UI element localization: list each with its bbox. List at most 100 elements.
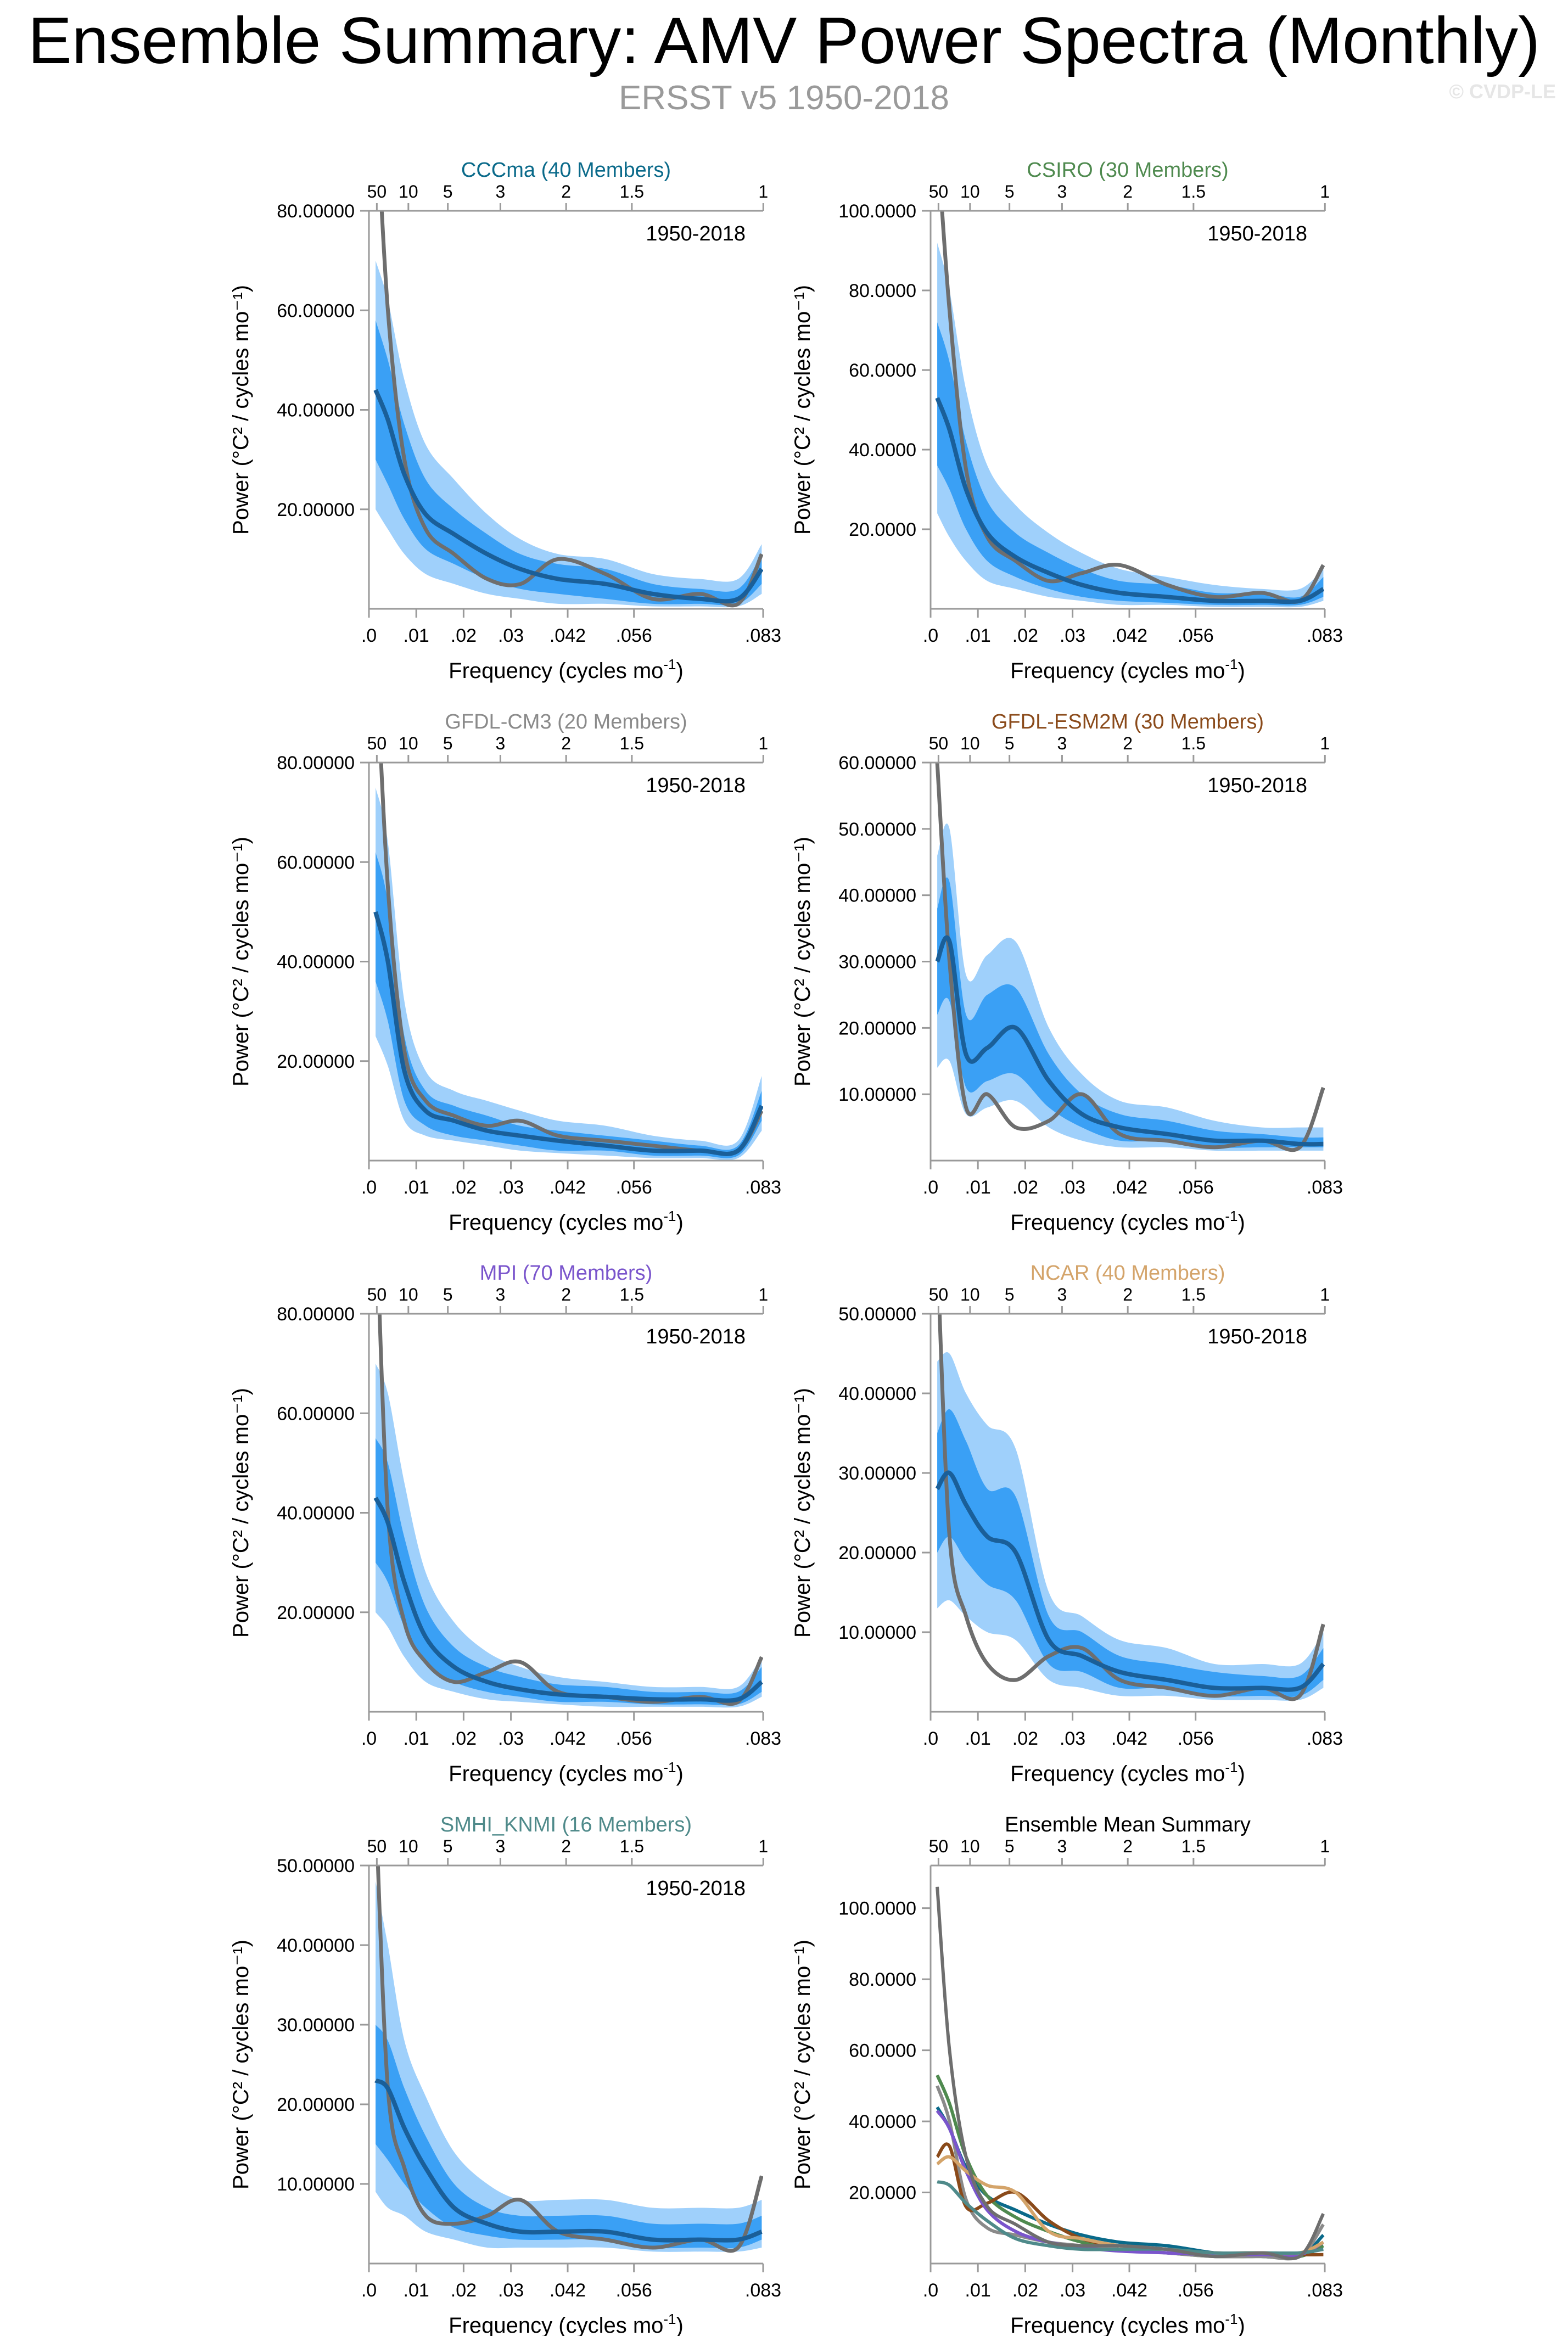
y-tick-label: 100.0000	[838, 201, 916, 222]
y-tick-label: 20.00000	[277, 2094, 355, 2115]
x-tick-label: .083	[745, 625, 781, 646]
x-tick-label: .03	[498, 1728, 524, 1749]
series-line-mpi	[936, 2109, 1324, 2257]
title-block: Ensemble Summary: AMV Power Spectra (Mon…	[0, 0, 1568, 126]
x-tick-label: .042	[550, 625, 586, 646]
inner-spread-band	[376, 852, 762, 1158]
y-tick-label: 40.00000	[838, 886, 916, 906]
top-tick-label: 50	[367, 1285, 387, 1304]
x-tick-label: .02	[1012, 625, 1038, 646]
x-tick-label: .03	[1060, 2280, 1085, 2301]
y-tick-label: 10.00000	[838, 1622, 916, 1643]
copyright-mark: © CVDP-LE	[1449, 80, 1556, 103]
x-tick-label: .083	[1307, 1728, 1343, 1749]
x-tick-label: .01	[965, 1177, 991, 1198]
top-tick-label: 5	[443, 1285, 453, 1304]
page-subtitle: ERSST v5 1950-2018	[618, 79, 950, 117]
y-tick-label: 20.00000	[277, 500, 355, 520]
series-line-gfdl-esm2m	[936, 2142, 1324, 2257]
x-tick-label: .02	[1012, 2280, 1038, 2301]
top-tick-label: 1.5	[1181, 1285, 1206, 1304]
top-tick-label: 5	[1005, 733, 1015, 753]
top-tick-label: 1	[1320, 1836, 1330, 1856]
plot-area	[374, 1866, 763, 2253]
x-tick-label: .0	[923, 2280, 938, 2301]
top-tick-label: 50	[367, 733, 387, 753]
x-axis-label: Frequency (cycles mo-1)	[1010, 1759, 1245, 1786]
y-axis-label: Power (°C² / cycles mo⁻¹)	[791, 1940, 815, 2189]
x-axis-label: Frequency (cycles mo-1)	[449, 1759, 684, 1786]
y-tick-label: 80.00000	[277, 753, 355, 774]
outer-spread-band	[376, 1881, 762, 2252]
x-tick-label: .02	[1012, 1177, 1038, 1198]
top-tick-label: 3	[496, 1836, 506, 1856]
x-tick-label: .02	[1012, 1728, 1038, 1749]
y-tick-label: 20.0000	[849, 2183, 916, 2204]
x-tick-label: .083	[745, 2280, 781, 2301]
plot-area	[935, 763, 1325, 1152]
top-tick-label: 50	[929, 1836, 949, 1856]
x-tick-label: .03	[498, 625, 524, 646]
ensemble-mean-line	[374, 2078, 763, 2243]
inner-spread-band	[937, 1409, 1324, 1698]
x-tick-label: .0	[923, 1728, 938, 1749]
period-label: 1950-2018	[646, 1877, 746, 1900]
x-tick-label: .056	[1178, 625, 1214, 646]
top-tick-label: 5	[1005, 182, 1015, 201]
top-tick-label: 50	[367, 1836, 387, 1856]
y-axis-label: Power (°C² / cycles mo⁻¹)	[229, 285, 253, 535]
y-tick-label: 40.0000	[849, 440, 916, 461]
period-label: 1950-2018	[1207, 1325, 1307, 1348]
x-tick-label: .056	[616, 2280, 652, 2301]
period-label: 1950-2018	[646, 774, 746, 797]
panel-title: CCCma (40 Members)	[461, 159, 671, 182]
panel-title: MPI (70 Members)	[480, 1262, 653, 1285]
inner-spread-band	[376, 1438, 762, 1706]
outer-spread-band	[937, 243, 1324, 608]
y-tick-label: 100.0000	[838, 1898, 916, 1919]
x-tick-label: .0	[361, 1728, 377, 1749]
inner-spread-band	[937, 322, 1324, 606]
y-tick-label: 40.00000	[277, 952, 355, 973]
y-tick-label: 10.00000	[277, 2174, 355, 2195]
y-tick-label: 10.00000	[838, 1084, 916, 1105]
top-tick-label: 5	[1005, 1836, 1015, 1856]
y-tick-label: 30.00000	[277, 2015, 355, 2036]
plot-area	[935, 1314, 1325, 1701]
ensemble-mean-line	[935, 935, 1324, 1147]
x-tick-label: .083	[745, 1728, 781, 1749]
top-tick-label: 2	[561, 1836, 571, 1856]
top-tick-label: 50	[929, 733, 949, 753]
x-tick-label: .01	[404, 2280, 429, 2301]
top-tick-label: 1.5	[620, 733, 644, 753]
top-tick-label: 5	[1005, 1285, 1015, 1304]
y-tick-label: 50.00000	[277, 1856, 355, 1876]
x-tick-label: .03	[1060, 625, 1085, 646]
top-tick-label: 1	[758, 182, 768, 201]
y-tick-label: 60.00000	[277, 300, 355, 321]
x-tick-label: .02	[451, 625, 477, 646]
top-tick-label: 2	[1123, 1836, 1133, 1856]
chart-panel-4: 10.00000 20.00000 30.00000 40.00000 50.00000…	[791, 710, 1343, 1235]
y-tick-label: 50.00000	[838, 819, 916, 840]
top-tick-label: 1	[758, 1285, 768, 1304]
x-tick-label: .0	[923, 625, 938, 646]
y-tick-label: 60.0000	[849, 360, 916, 381]
plot-area	[936, 1886, 1325, 2261]
top-tick-label: 1	[1320, 182, 1330, 201]
x-tick-label: .083	[1307, 625, 1343, 646]
x-tick-label: .03	[498, 1177, 524, 1198]
x-tick-label: .03	[1060, 1177, 1085, 1198]
x-tick-label: .083	[1307, 2280, 1343, 2301]
y-axis-label: Power (°C² / cycles mo⁻¹)	[229, 1940, 253, 2189]
top-tick-label: 10	[960, 1285, 980, 1304]
x-tick-label: .01	[404, 625, 429, 646]
top-tick-label: 50	[367, 182, 387, 201]
panel-title: GFDL-ESM2M (30 Members)	[992, 710, 1264, 733]
x-tick-label: .042	[1111, 1177, 1147, 1198]
series-line-csiro	[936, 2074, 1324, 2259]
outer-spread-band	[376, 787, 762, 1161]
top-tick-label: 2	[1123, 182, 1133, 201]
observed-spectrum-line	[940, 211, 1325, 604]
y-tick-label: 30.00000	[838, 1463, 916, 1484]
